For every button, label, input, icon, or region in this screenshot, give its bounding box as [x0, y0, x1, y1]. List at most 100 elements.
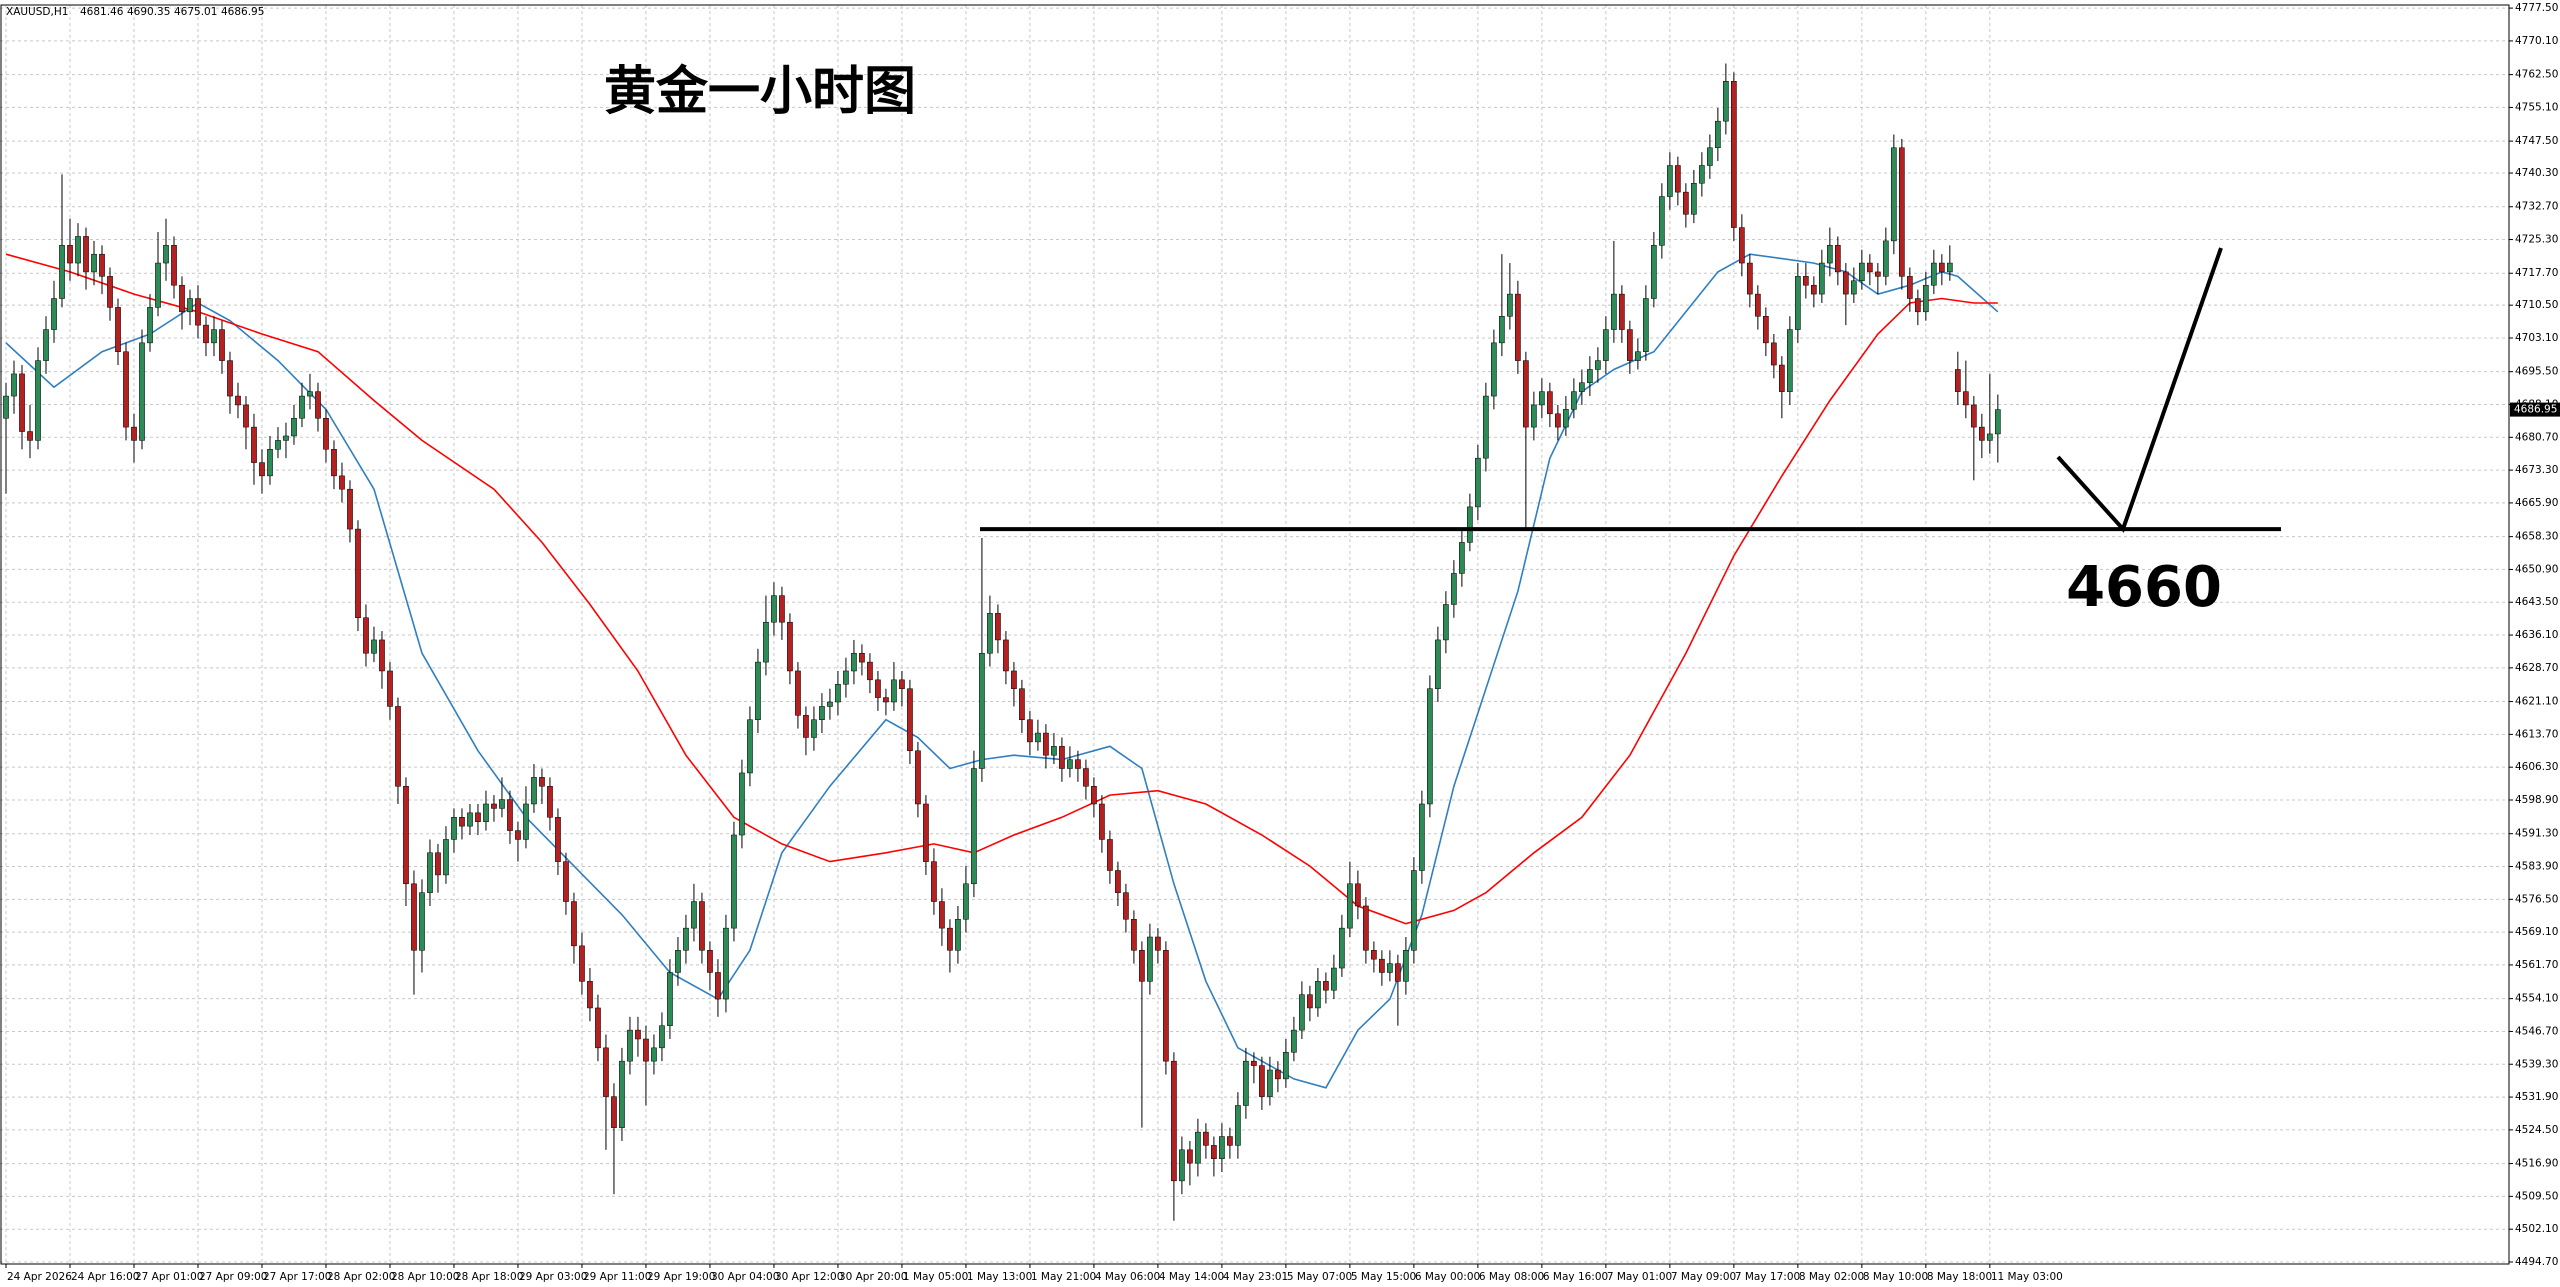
y-tick-label: 4524.50	[2515, 1124, 2558, 1136]
candle-body	[3, 395, 9, 419]
candle-body	[1994, 409, 2001, 435]
candle-body	[1139, 950, 1145, 982]
candle-body	[1155, 936, 1161, 951]
candle-body	[427, 852, 433, 893]
candle-body	[923, 803, 929, 862]
candle-body	[859, 652, 865, 663]
candle-body	[643, 1038, 649, 1062]
candle-body	[1363, 905, 1369, 951]
x-tick-label: 27 Apr 17:00	[263, 1271, 331, 1283]
y-tick-label: 4576.50	[2515, 893, 2558, 905]
candle-body	[1683, 191, 1689, 215]
candle-body	[251, 426, 257, 463]
y-tick-label: 4650.90	[2515, 563, 2558, 575]
candle-body	[955, 919, 961, 951]
candle-body	[1067, 759, 1073, 769]
candle-body	[1267, 1069, 1273, 1097]
y-tick-label: 4740.30	[2515, 167, 2558, 179]
candle-body	[1083, 768, 1089, 787]
candle-body	[155, 262, 161, 308]
candle-body	[1491, 342, 1497, 397]
candle-body	[611, 1096, 617, 1128]
candle-body	[499, 799, 505, 809]
x-tick-label: 8 May 10:00	[1863, 1271, 1928, 1283]
candle-body	[1739, 227, 1745, 264]
y-tick-label: 4539.30	[2515, 1058, 2558, 1070]
y-tick-label: 4747.50	[2515, 135, 2558, 147]
candle-body	[947, 927, 953, 951]
candle-body	[451, 817, 457, 840]
candle-body	[867, 661, 873, 681]
candle-body	[1523, 360, 1529, 428]
candle-body	[1723, 81, 1729, 122]
x-tick-label: 4 May 14:00	[1159, 1271, 1224, 1283]
y-tick-label: 4509.50	[2515, 1190, 2558, 1202]
y-tick-label: 4732.70	[2515, 201, 2558, 213]
candle-body	[1755, 293, 1761, 317]
candle-body	[907, 688, 913, 752]
candle-body	[555, 817, 561, 862]
candle-body	[1555, 413, 1561, 428]
y-tick-label: 4569.10	[2515, 926, 2558, 938]
candle-body	[1843, 271, 1849, 295]
candle-body	[267, 449, 273, 477]
candle-body	[1787, 329, 1793, 392]
candle-body	[1091, 785, 1097, 805]
candle-body	[1339, 927, 1345, 969]
candle-body	[667, 972, 673, 1026]
chart-title: 黄金一小时图	[604, 62, 916, 122]
x-tick-label: 29 Apr 11:00	[583, 1271, 651, 1283]
candle-body	[307, 391, 313, 397]
candle-body	[27, 431, 33, 441]
candle-body	[179, 284, 185, 313]
candle-body	[1547, 391, 1553, 415]
y-tick-label: 4591.30	[2515, 828, 2558, 840]
candle-body	[979, 652, 985, 769]
candle-body	[1043, 732, 1049, 756]
candle-body	[395, 706, 401, 787]
x-tick-label: 7 May 17:00	[1735, 1271, 1800, 1283]
x-tick-label: 8 May 02:00	[1799, 1271, 1864, 1283]
x-tick-label: 30 Apr 20:00	[839, 1271, 907, 1283]
candle-body	[1946, 262, 1953, 273]
candle-body	[915, 750, 921, 805]
candle-body	[1779, 364, 1785, 392]
candles	[3, 63, 2001, 1221]
y-tick-label: 4762.50	[2515, 69, 2558, 81]
x-tick-label: 28 Apr 10:00	[391, 1271, 459, 1283]
y-tick-label: 4502.10	[2515, 1223, 2558, 1235]
candle-body	[1171, 1060, 1177, 1182]
candle-body	[707, 950, 713, 973]
candle-body	[1851, 280, 1857, 295]
candle-body	[563, 861, 569, 902]
x-tick-label: 28 Apr 02:00	[327, 1271, 395, 1283]
candle-body	[547, 785, 553, 818]
candle-body	[99, 253, 105, 277]
candle-body	[1803, 276, 1809, 286]
candle-body	[1075, 759, 1081, 769]
x-tick-label: 7 May 01:00	[1607, 1271, 1672, 1283]
candle-body	[1411, 870, 1417, 951]
candle-body	[1483, 395, 1489, 459]
candle-body	[435, 852, 441, 876]
x-tick-label: 6 May 00:00	[1415, 1271, 1480, 1283]
candle-body	[187, 298, 193, 313]
candle-body	[699, 901, 705, 951]
candle-body	[843, 670, 849, 685]
moving-average-line	[5, 253, 1998, 925]
candle-body	[1307, 994, 1313, 1009]
candle-body	[1467, 506, 1473, 543]
x-tick-label: 1 May 21:00	[1031, 1271, 1096, 1283]
plot-frame	[0, 4, 2510, 1265]
y-tick-label: 4665.90	[2515, 497, 2558, 509]
candle-body	[1347, 883, 1353, 929]
candle-body	[883, 697, 889, 703]
candle-body	[795, 670, 801, 716]
candle-body	[107, 276, 113, 308]
header-low: 4675.01	[174, 6, 217, 18]
candle-body	[1890, 147, 1897, 242]
candle-body	[1938, 262, 1945, 273]
candle-body	[531, 777, 537, 805]
x-tick-label: 24 Apr 16:00	[71, 1271, 139, 1283]
